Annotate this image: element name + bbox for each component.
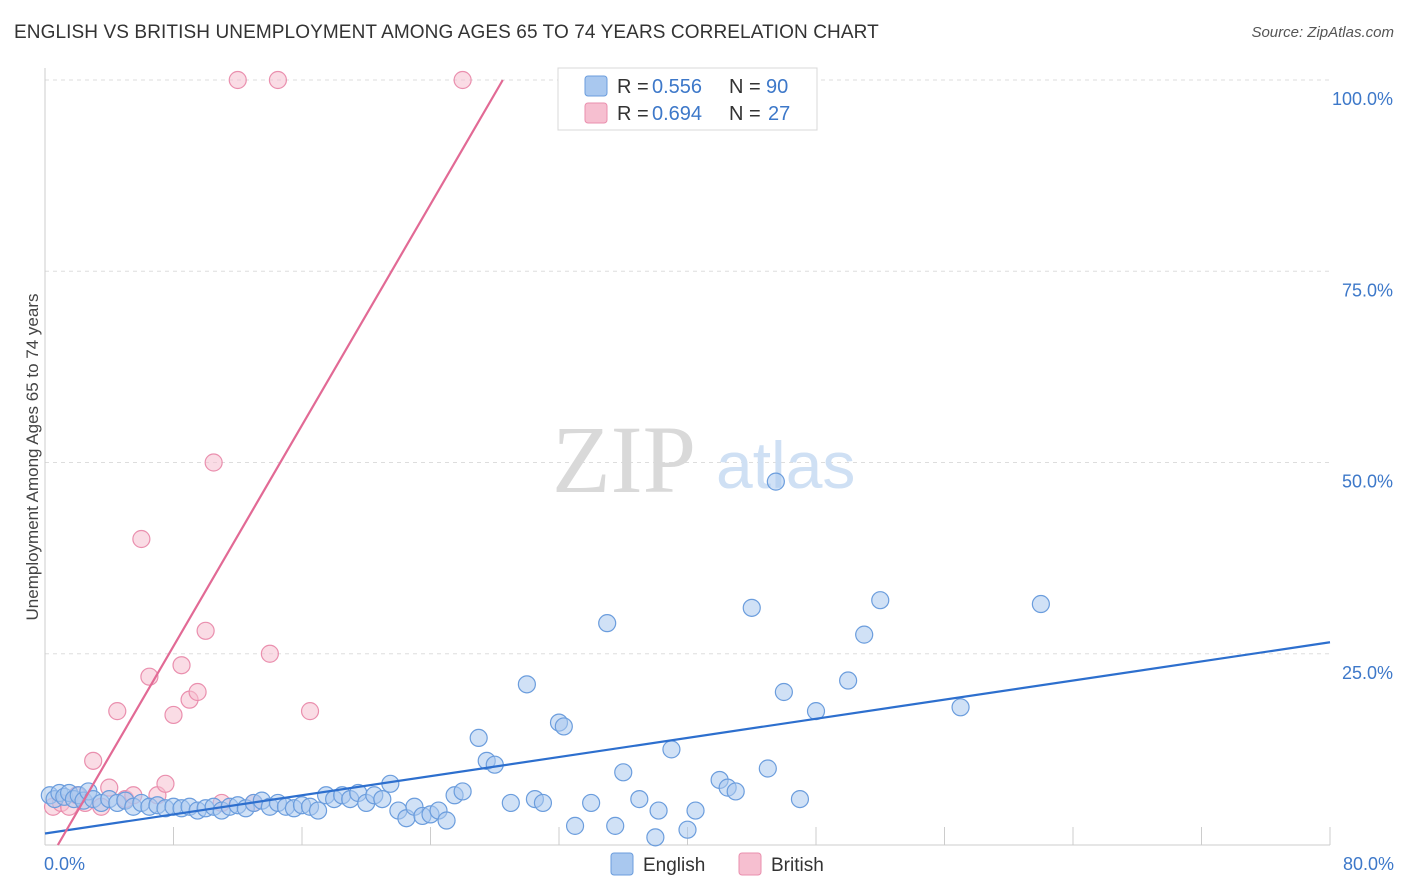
british-point [164, 705, 183, 725]
legend-n-label-english: N = [729, 76, 761, 98]
english-trend-line [44, 641, 1331, 835]
y-axis-label: Unemployment Among Ages 65 to 74 years [23, 294, 42, 621]
y-tick-label-25: 25.0% [1342, 663, 1393, 683]
british-point [172, 656, 191, 675]
watermark-atlas: atlas [716, 428, 855, 502]
british-point [204, 453, 223, 472]
points-layer [40, 70, 1050, 847]
bottom-legend: English British [610, 852, 824, 876]
grid-layer [45, 79, 1330, 655]
english-point [373, 789, 392, 809]
english-point [649, 801, 668, 820]
british-point [84, 751, 103, 770]
english-point [790, 789, 810, 809]
english-point [582, 793, 601, 813]
english-point [1031, 594, 1050, 614]
legend-r-value-british: 0.694 [652, 103, 702, 125]
english-point [308, 801, 328, 820]
british-trend-line [56, 79, 504, 846]
axes-layer [44, 68, 1331, 846]
legend-n-label-british: N = [729, 103, 761, 125]
legend-r-label-british: R = [617, 103, 649, 125]
english-point [469, 728, 488, 748]
british-point [228, 70, 247, 90]
english-point [758, 759, 777, 778]
english-point [742, 598, 761, 617]
watermark: ZIP atlas [552, 406, 855, 513]
english-point [630, 789, 649, 809]
english-point [453, 782, 472, 801]
english-point [598, 614, 617, 633]
watermark-zip: ZIP [552, 406, 696, 513]
english-point [774, 682, 793, 702]
english-point [766, 472, 785, 491]
bottom-legend-swatch-british [738, 852, 762, 876]
british-point [132, 529, 151, 549]
english-point [517, 675, 536, 694]
top-legend: R = 0.556 N = 90 R = 0.694 N = 27 [557, 67, 818, 131]
british-point [453, 70, 472, 90]
english-point [533, 793, 553, 813]
legend-r-label-english: R = [617, 76, 649, 98]
english-point [839, 671, 858, 690]
chart-source: Source: ZipAtlas.com [1251, 24, 1394, 41]
english-point [678, 820, 697, 839]
english-point [662, 740, 681, 759]
trend-layer [44, 79, 1331, 846]
english-point [554, 717, 573, 736]
ticks-layer: 25.0% 50.0% 75.0% 100.0% 0.0% 80.0% [44, 89, 1394, 874]
british-point [260, 644, 279, 663]
english-point [565, 816, 585, 835]
english-point [871, 591, 890, 610]
legend-swatch-english [584, 75, 608, 97]
british-point [268, 70, 288, 90]
bottom-legend-label-english: English [643, 855, 705, 876]
english-point [501, 793, 520, 813]
english-point [614, 763, 633, 782]
british-point [300, 702, 320, 721]
english-point [686, 801, 705, 820]
x-tick-label-min: 0.0% [44, 854, 85, 874]
chart-title: ENGLISH VS BRITISH UNEMPLOYMENT AMONG AG… [14, 22, 879, 43]
y-tick-label-100: 100.0% [1332, 89, 1393, 109]
british-point [188, 682, 207, 702]
legend-swatch-british [584, 102, 608, 124]
english-point [951, 698, 970, 717]
bottom-legend-label-british: British [771, 855, 824, 876]
british-point [196, 621, 215, 640]
legend-n-value-english: 90 [766, 76, 788, 98]
english-point [437, 811, 456, 830]
english-point [726, 782, 745, 801]
english-point [646, 828, 665, 847]
y-tick-label-75: 75.0% [1342, 280, 1393, 300]
x-tick-label-max: 80.0% [1343, 854, 1394, 874]
english-point [855, 625, 874, 644]
english-point [606, 816, 625, 835]
bottom-legend-swatch-english [610, 852, 634, 876]
legend-n-value-british: 27 [768, 103, 790, 125]
legend-r-value-english: 0.556 [652, 76, 702, 98]
british-point [108, 702, 127, 721]
british-point [156, 774, 175, 793]
y-tick-label-50: 50.0% [1342, 472, 1393, 492]
